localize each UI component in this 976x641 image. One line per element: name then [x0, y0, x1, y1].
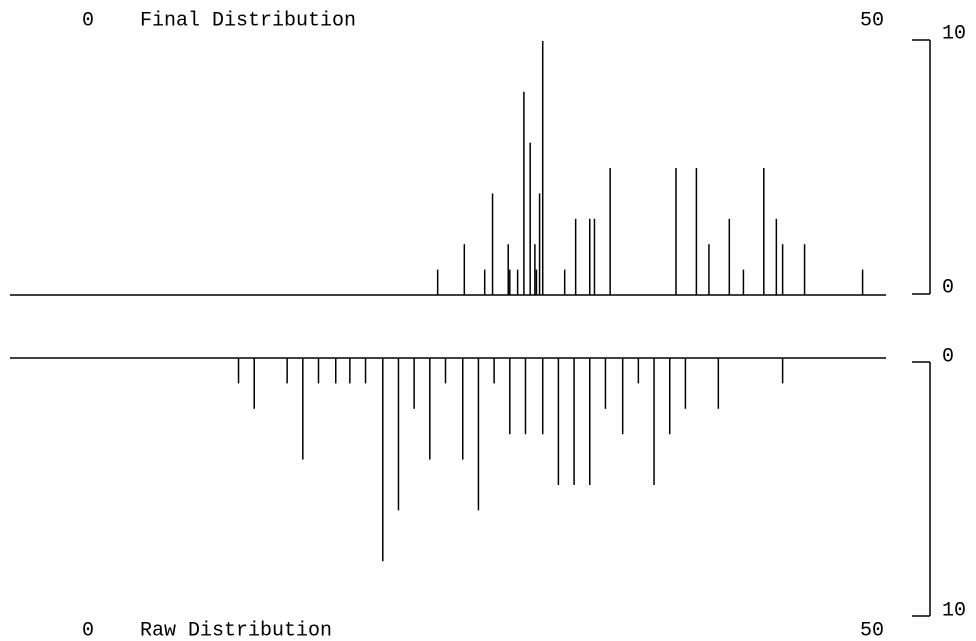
chart-title: Raw Distribution [140, 619, 332, 641]
x-tick-label: 50 [860, 619, 884, 641]
y-tick-label: 10 [942, 22, 966, 45]
y-tick-label: 0 [942, 345, 954, 368]
x-tick-label: 0 [82, 9, 94, 32]
chart-title: Final Distribution [140, 9, 356, 32]
x-tick-label: 0 [82, 619, 94, 641]
y-tick-label: 10 [942, 599, 966, 622]
x-tick-label: 50 [860, 9, 884, 32]
y-tick-label: 0 [942, 276, 954, 299]
